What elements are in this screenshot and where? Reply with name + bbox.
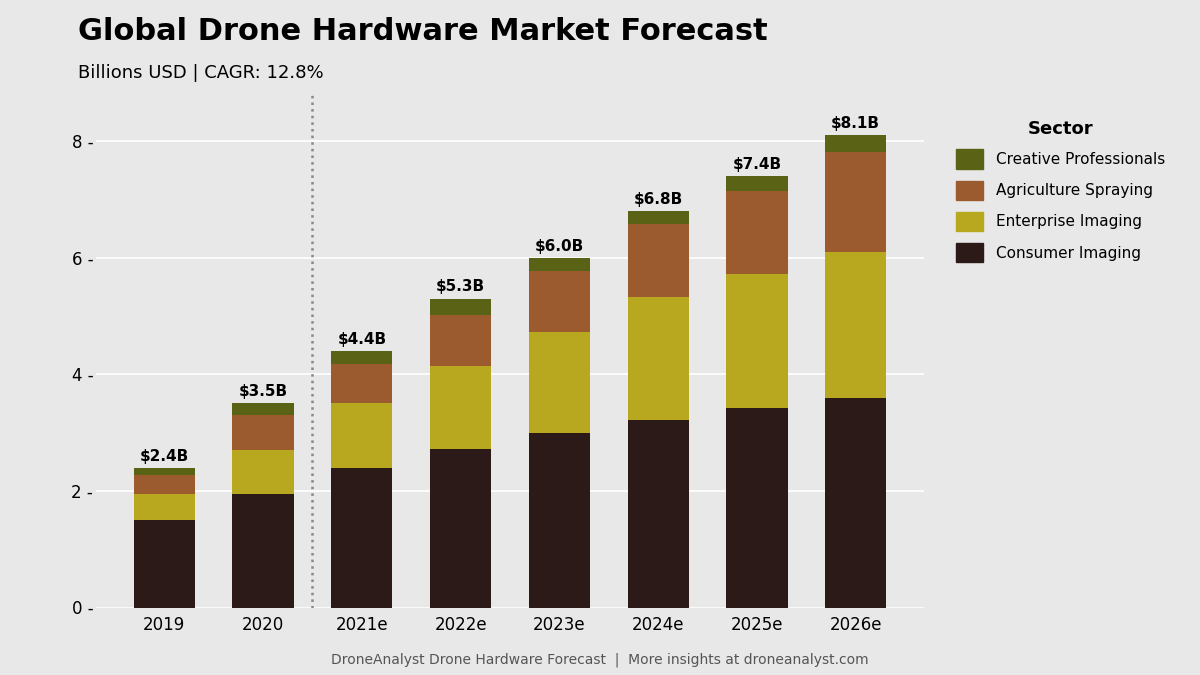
Bar — [726, 408, 787, 608]
Text: $2.4B: $2.4B — [139, 448, 188, 464]
Bar — [331, 351, 392, 364]
Bar — [726, 191, 787, 274]
Bar — [628, 420, 689, 608]
Bar — [430, 366, 491, 449]
Bar — [233, 404, 294, 415]
Bar — [233, 415, 294, 450]
Bar — [331, 364, 392, 404]
Bar — [529, 332, 590, 433]
Text: $6.0B: $6.0B — [535, 239, 584, 254]
Bar — [826, 135, 887, 152]
Bar — [430, 449, 491, 608]
Bar — [233, 494, 294, 608]
Text: $5.3B: $5.3B — [436, 279, 485, 294]
Bar — [529, 433, 590, 608]
Bar — [628, 225, 689, 298]
Text: $6.8B: $6.8B — [634, 192, 683, 207]
Bar — [726, 176, 787, 191]
Text: $7.4B: $7.4B — [732, 157, 781, 172]
Bar — [430, 298, 491, 315]
Bar — [826, 152, 887, 252]
Bar — [628, 211, 689, 225]
Text: $4.4B: $4.4B — [337, 332, 386, 347]
Bar — [133, 475, 194, 494]
Bar — [233, 450, 294, 494]
Text: $3.5B: $3.5B — [239, 384, 288, 400]
Bar — [529, 271, 590, 332]
Bar — [133, 468, 194, 475]
Bar — [826, 252, 887, 398]
Bar — [826, 398, 887, 608]
Text: Billions USD | CAGR: 12.8%: Billions USD | CAGR: 12.8% — [78, 64, 324, 82]
Bar — [529, 258, 590, 271]
Text: DroneAnalyst Drone Hardware Forecast  |  More insights at droneanalyst.com: DroneAnalyst Drone Hardware Forecast | M… — [331, 653, 869, 667]
Legend: Creative Professionals, Agriculture Spraying, Enterprise Imaging, Consumer Imagi: Creative Professionals, Agriculture Spra… — [948, 113, 1172, 270]
Bar — [628, 298, 689, 420]
Text: $8.1B: $8.1B — [832, 116, 881, 131]
Text: Global Drone Hardware Market Forecast: Global Drone Hardware Market Forecast — [78, 17, 768, 46]
Bar — [133, 520, 194, 608]
Bar — [430, 315, 491, 366]
Bar — [331, 404, 392, 468]
Bar — [331, 468, 392, 608]
Bar — [726, 274, 787, 408]
Bar — [133, 494, 194, 520]
